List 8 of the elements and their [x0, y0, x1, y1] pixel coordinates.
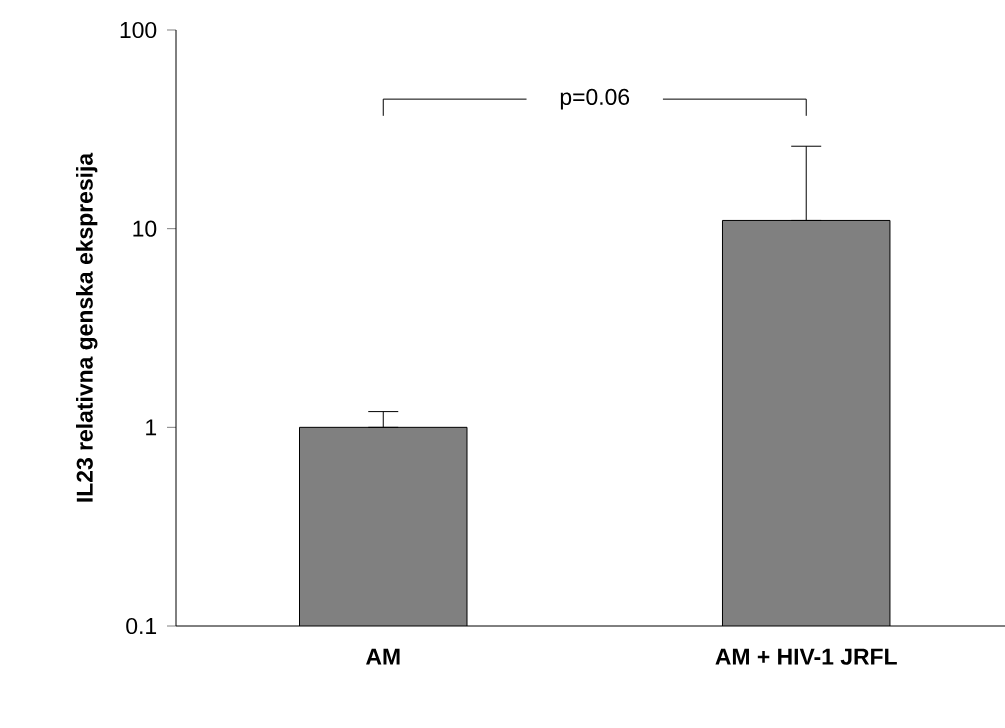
x-tick-label: AM: [366, 648, 400, 665]
y-tick-label: 1: [146, 419, 157, 436]
x-tick-label: AM + HIV-1 JRFL: [715, 648, 897, 665]
y-tick-label: 0.1: [126, 617, 157, 635]
y-axis-title: IL23 relativna genska ekspresija: [75, 152, 98, 502]
y-tick-label: 10: [133, 220, 157, 237]
y-tick-label: 100: [120, 21, 157, 39]
annotation: p=0.06: [560, 88, 630, 110]
